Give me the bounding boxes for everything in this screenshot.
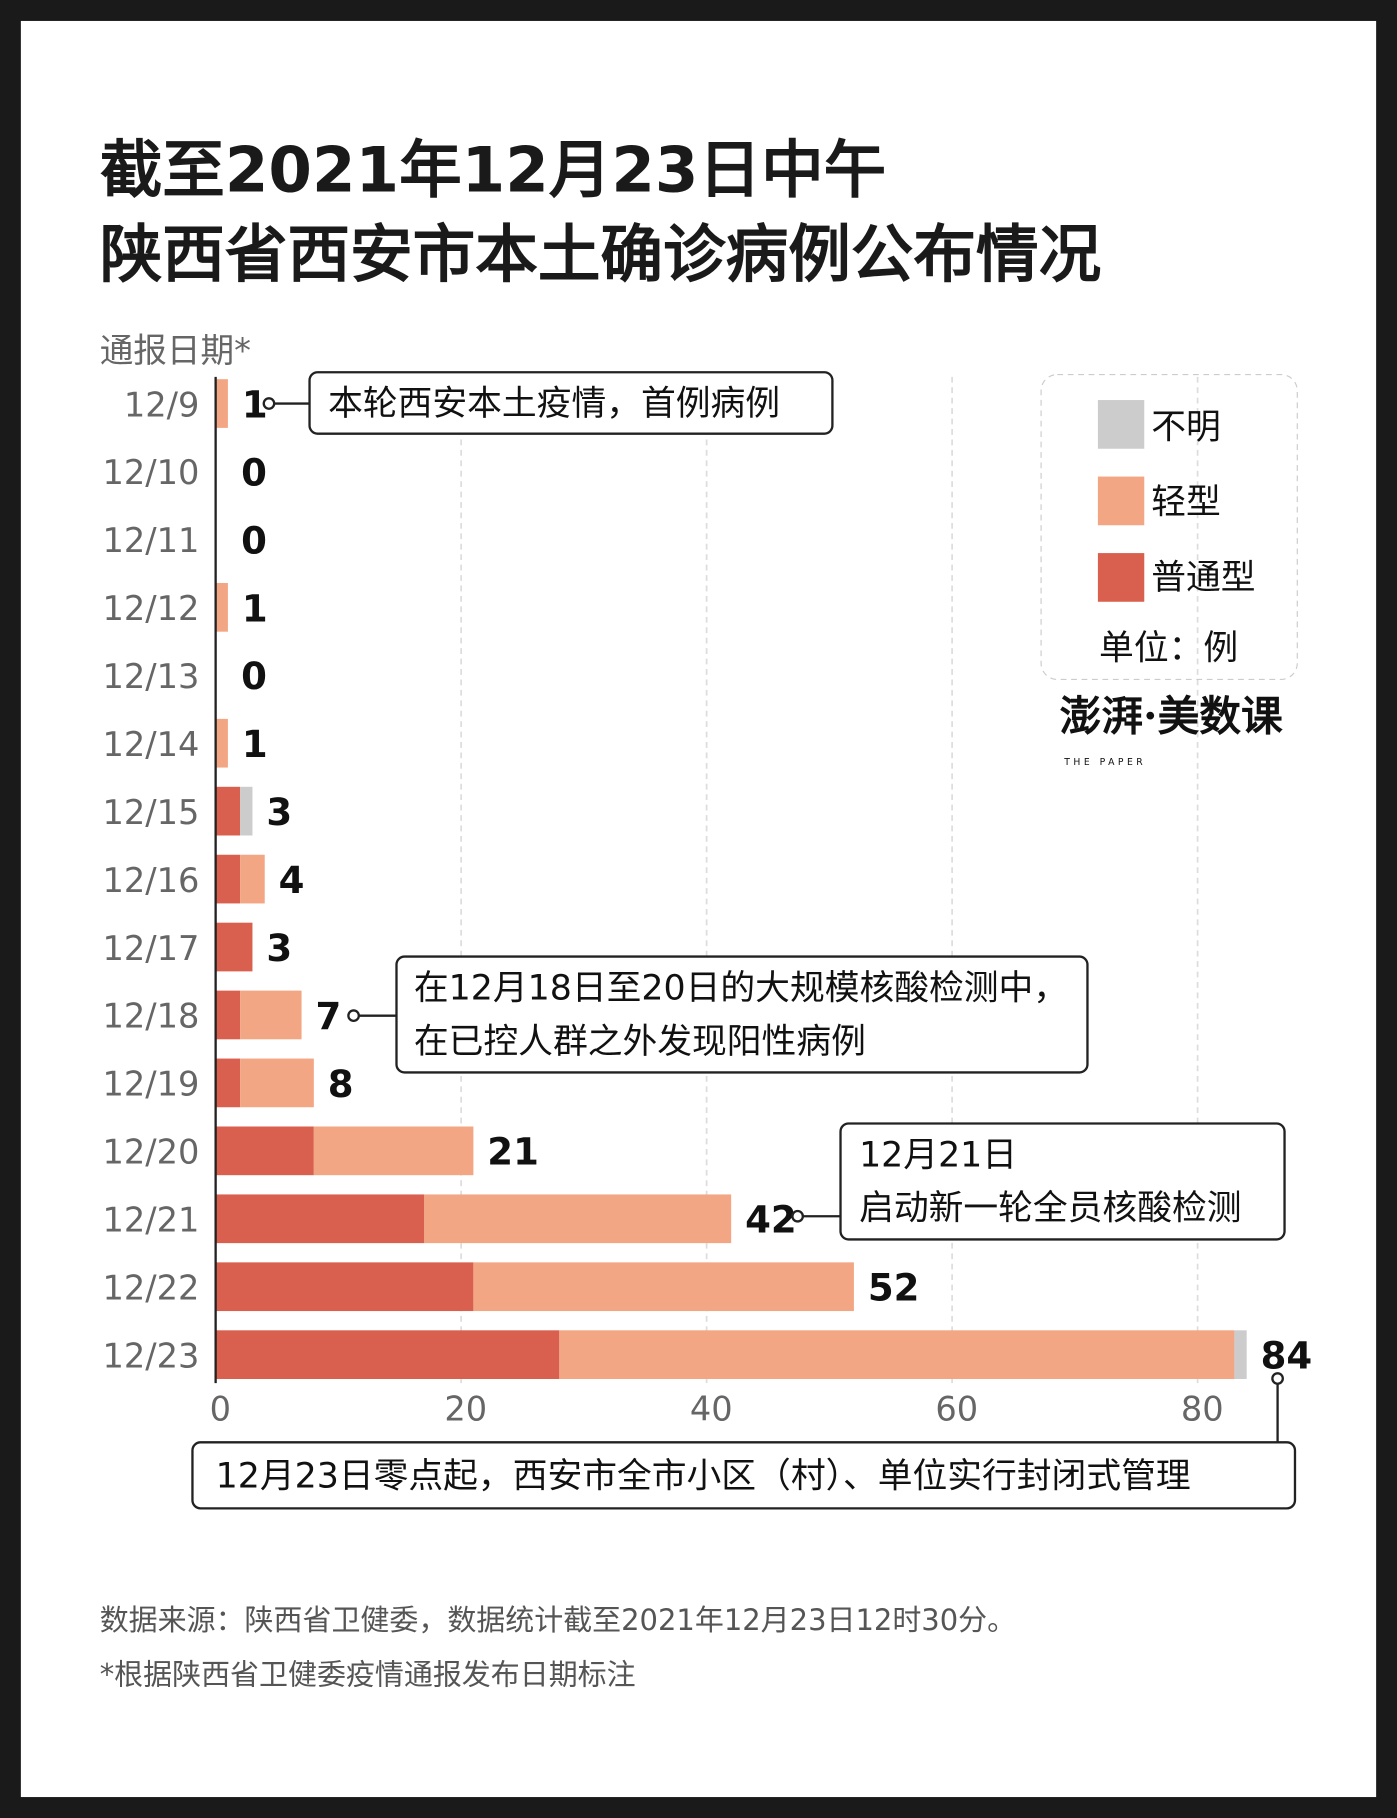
- data-label: 3: [266, 791, 292, 834]
- bar-moderate: [215, 1262, 474, 1312]
- legend: 不明 轻型 普通型 单位：例: [1040, 373, 1298, 681]
- y-tick-label: 12/16: [103, 861, 200, 900]
- bar-mild: [215, 379, 228, 428]
- y-tick-label: 12/20: [103, 1133, 200, 1172]
- logo-sub: THE PAPER: [1063, 757, 1146, 768]
- y-tick-label: 12/10: [103, 453, 200, 492]
- legend-unit: 单位：例: [1099, 629, 1238, 669]
- svg-text:在12月18日至20日的大规模核酸检测中，: 在12月18日至20日的大规模核酸检测中，: [414, 968, 1068, 1008]
- annotation-new-round: 12月21日 启动新一轮全员核酸检测: [791, 1122, 1286, 1241]
- legend-label-mild: 轻型: [1151, 483, 1221, 523]
- bar-mild: [473, 1262, 854, 1312]
- y-tick-label: 12/15: [103, 793, 200, 832]
- data-label: 3: [266, 927, 292, 970]
- bars: [215, 379, 1247, 1379]
- data-label: 84: [1261, 1335, 1313, 1378]
- data-label: 0: [241, 451, 267, 494]
- x-tick-label: 60: [935, 1389, 978, 1428]
- data-label: 52: [868, 1267, 920, 1310]
- data-label: 4: [279, 859, 305, 902]
- y-tick-label: 12/22: [103, 1268, 200, 1307]
- y-tick-label: 12/12: [103, 589, 200, 628]
- footer-note: *根据陕西省卫健委疫情通报发布日期标注: [100, 1658, 636, 1692]
- bar-moderate: [215, 1194, 425, 1244]
- y-axis-label: 通报日期*: [100, 331, 251, 370]
- y-tick-label: 12/23: [103, 1336, 200, 1375]
- svg-text:本轮西安本土疫情，首例病例: 本轮西安本土疫情，首例病例: [328, 384, 780, 424]
- bar-mild: [559, 1330, 1235, 1379]
- data-label: 1: [242, 587, 268, 630]
- x-tick-label: 0: [210, 1389, 231, 1428]
- y-tick-label: 12/13: [103, 657, 200, 696]
- x-tick-label: 20: [444, 1389, 487, 1428]
- bar-unknown: [1234, 1330, 1247, 1379]
- legend-swatch-unknown: [1097, 400, 1145, 449]
- bar-mild: [313, 1126, 474, 1176]
- bar-moderate: [215, 854, 241, 904]
- svg-text:启动新一轮全员核酸检测: 启动新一轮全员核酸检测: [859, 1189, 1241, 1229]
- labels: 0 20 40 60 80 12/9 1 12/10 0 12/11 0 12/12 1 12/13 0 12…: [103, 383, 1313, 1428]
- y-tick-label: 12/9: [124, 385, 199, 424]
- y-tick-label: 12/18: [103, 997, 200, 1036]
- bar-moderate: [215, 786, 241, 836]
- bar-mild: [240, 1058, 314, 1108]
- x-tick-label: 80: [1181, 1389, 1224, 1428]
- bar-mild: [215, 582, 228, 632]
- annotation-mass-testing: 在12月18日至20日的大规模核酸检测中， 在已控人群之外发现阳性病例: [347, 955, 1089, 1074]
- title-line-1: 截至2021年12月23日中午: [100, 133, 887, 206]
- bar-moderate: [215, 922, 253, 972]
- data-label: 21: [487, 1131, 539, 1174]
- data-label: 0: [241, 519, 267, 562]
- bar-moderate: [215, 1126, 314, 1176]
- bar-mild: [240, 990, 302, 1040]
- bar-unknown: [240, 786, 253, 836]
- svg-text:12月23日零点起，西安市全市小区（村）、单位实行封闭式管理: 12月23日零点起，西安市全市小区（村）、单位实行封闭式管理: [216, 1457, 1191, 1497]
- data-label: 42: [745, 1199, 797, 1242]
- data-label: 8: [328, 1063, 354, 1106]
- legend-swatch-mild: [1097, 476, 1145, 526]
- data-label: 7: [315, 995, 341, 1038]
- footer-source: 数据来源：陕西省卫健委，数据统计截至2021年12月23日12时30分。: [100, 1603, 1016, 1637]
- y-tick-label: 12/19: [103, 1065, 200, 1104]
- y-tick-label: 12/17: [103, 929, 200, 968]
- bar-moderate: [215, 1330, 560, 1379]
- x-tick-label: 40: [690, 1389, 733, 1428]
- y-tick-label: 12/14: [103, 725, 200, 764]
- legend-label-unknown: 不明: [1151, 407, 1221, 447]
- annotation-first-case: 本轮西安本土疫情，首例病例: [262, 371, 834, 435]
- title-line-2: 陕西省西安市本土确诊病例公布情况: [100, 218, 1102, 291]
- svg-text:在已控人群之外发现阳性病例: 在已控人群之外发现阳性病例: [414, 1022, 866, 1062]
- data-label: 1: [242, 723, 268, 766]
- bar-mild: [424, 1194, 732, 1244]
- data-label: 0: [241, 655, 267, 698]
- y-tick-label: 12/11: [103, 521, 200, 560]
- annotation-lockdown: 12月23日零点起，西安市全市小区（村）、单位实行封闭式管理: [191, 1372, 1297, 1510]
- bar-mild: [240, 854, 265, 904]
- bar-moderate: [215, 1058, 241, 1108]
- y-tick-label: 12/21: [103, 1201, 200, 1240]
- bar-moderate: [215, 990, 241, 1040]
- legend-label-moderate: 普通型: [1151, 558, 1255, 598]
- logo: 澎湃·美数课: [1060, 691, 1283, 740]
- legend-swatch-moderate: [1097, 553, 1145, 602]
- svg-text:12月21日: 12月21日: [859, 1135, 1017, 1175]
- bar-mild: [215, 718, 228, 768]
